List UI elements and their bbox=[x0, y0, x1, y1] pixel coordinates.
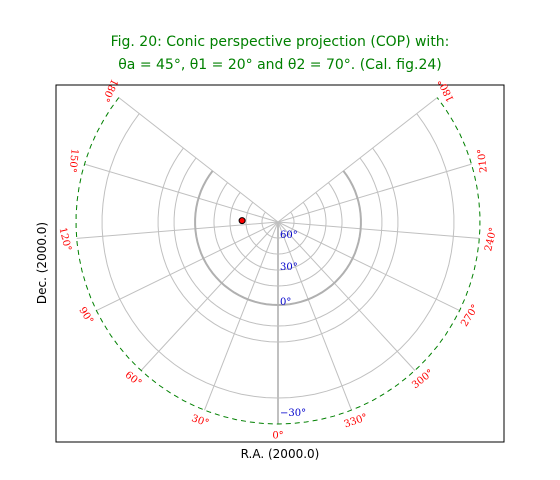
ra-tick-label: 0° bbox=[272, 431, 283, 442]
meridian-line bbox=[277, 221, 416, 371]
meridian-line bbox=[277, 221, 460, 312]
ra-tick-label: 270° bbox=[459, 303, 481, 329]
meridian-line bbox=[277, 221, 352, 411]
parallel-arc bbox=[101, 113, 455, 399]
ra-tick-label: 90° bbox=[76, 305, 95, 326]
meridian-line bbox=[204, 221, 279, 411]
ra-tick-label: 180° bbox=[99, 77, 119, 103]
parallel-arc bbox=[173, 157, 383, 327]
data-points bbox=[238, 217, 246, 225]
meridian-line bbox=[96, 221, 279, 312]
ra-tick-label: 60° bbox=[123, 370, 144, 390]
ra-tick-label: 210° bbox=[476, 148, 489, 173]
x-axis-label: R.A. (2000.0) bbox=[241, 447, 320, 461]
data-point bbox=[238, 217, 246, 225]
ra-tick-label: 180° bbox=[436, 77, 456, 103]
dec-tick-label: 0° bbox=[280, 297, 291, 308]
meridian-line bbox=[76, 221, 279, 239]
meridian-line bbox=[84, 163, 279, 223]
dec-tick-label: −30° bbox=[280, 408, 306, 419]
meridian-line bbox=[118, 97, 279, 223]
parallel-arc bbox=[213, 182, 343, 287]
ra-tick-label: 30° bbox=[190, 413, 210, 429]
ra-tick-label: 120° bbox=[57, 226, 73, 252]
ra-tick-label: 150° bbox=[66, 148, 79, 173]
dec-tick-label: 30° bbox=[280, 262, 298, 273]
graticule bbox=[76, 97, 480, 424]
border-arc bbox=[75, 97, 481, 425]
ra-tick-label: 240° bbox=[483, 226, 499, 252]
parallel-arc bbox=[245, 202, 311, 255]
plot-frame bbox=[55, 84, 505, 443]
projection-border bbox=[75, 97, 481, 425]
chart-title-line-2: θa = 45°, θ1 = 20° and θ2 = 70°. (Cal. f… bbox=[118, 57, 442, 73]
y-axis-label: Dec. (2000.0) bbox=[35, 222, 49, 304]
dec-tick-label: 60° bbox=[280, 230, 298, 241]
parallel-arc bbox=[194, 170, 362, 307]
parallel-arc bbox=[229, 192, 327, 271]
parallel-arc bbox=[157, 147, 399, 343]
meridian-line bbox=[277, 97, 438, 223]
parallel-arc bbox=[261, 211, 295, 239]
chart-title-line-1: Fig. 20: Conic perspective projection (C… bbox=[110, 34, 450, 50]
meridian-line bbox=[277, 163, 472, 223]
ra-tick-label: 330° bbox=[343, 412, 369, 430]
ra-tick-label: 300° bbox=[410, 368, 436, 392]
meridian-line bbox=[277, 221, 480, 239]
meridian-line bbox=[140, 221, 279, 371]
